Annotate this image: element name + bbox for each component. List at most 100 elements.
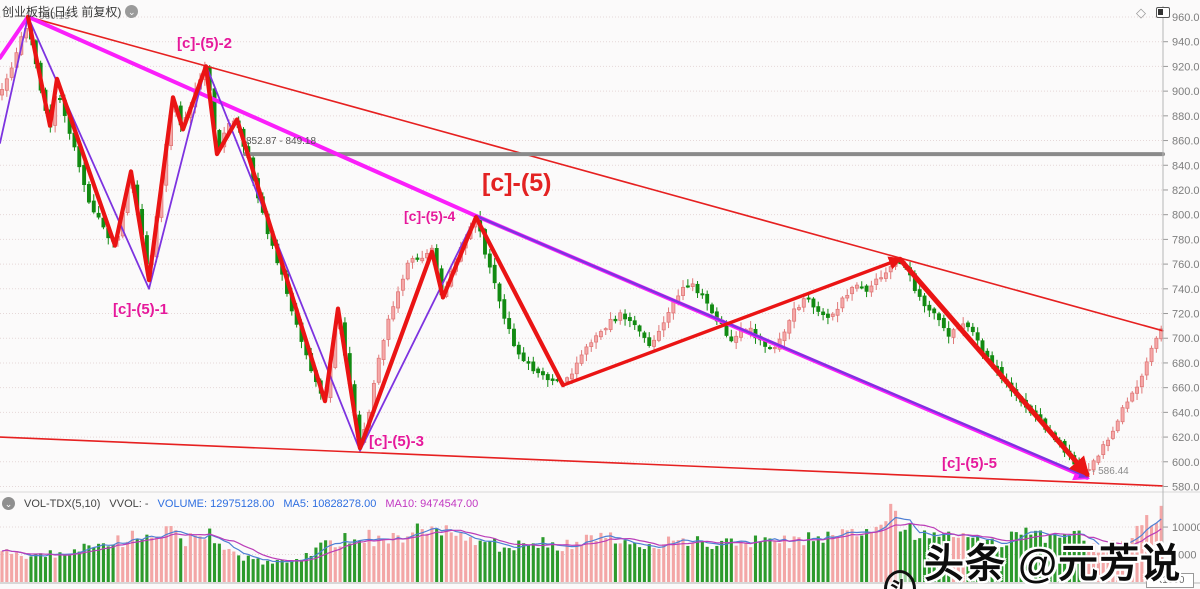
y-axis-label: 600.0 <box>1172 457 1200 469</box>
volume-bar <box>729 538 733 582</box>
volume-bar <box>155 536 159 582</box>
candle <box>405 262 410 280</box>
y-axis-label: 860.0 <box>1172 136 1200 148</box>
volume-bar <box>995 545 999 582</box>
candle <box>627 317 632 321</box>
volume-bar <box>869 532 873 582</box>
wave-label: [c]-(5)-4 <box>404 208 456 224</box>
vol-collapse-chevron-icon[interactable]: ⌄ <box>2 497 15 510</box>
volume-bar <box>802 545 806 582</box>
volume-bar <box>295 558 299 582</box>
indicator-ma5-value: MA5: 10828278.00 <box>283 497 377 510</box>
volume-bar <box>671 540 675 582</box>
volume-bar <box>681 538 685 582</box>
candle <box>531 361 536 372</box>
volume-bar <box>613 543 617 582</box>
volume-bar <box>1096 552 1100 582</box>
candle <box>932 308 937 314</box>
y-axis-label: 620.0 <box>1172 432 1200 444</box>
volume-bar <box>82 543 86 582</box>
candle <box>970 326 975 333</box>
chart-title: 创业板指(日线 前复权) <box>2 5 122 19</box>
volume-bar <box>884 521 888 582</box>
y-axis-label: 720.0 <box>1172 309 1200 321</box>
candle <box>710 304 714 314</box>
collapse-chevron-icon[interactable]: ⌄ <box>125 5 139 18</box>
volume-bar <box>551 542 555 582</box>
wave-label: [c]-(5)-1 <box>113 301 168 318</box>
candle <box>420 257 425 262</box>
volume-bar <box>444 525 448 582</box>
volume-bar <box>285 562 289 582</box>
candle <box>589 342 594 347</box>
candle <box>512 328 516 347</box>
volume-bar <box>778 543 782 582</box>
volume-bar <box>232 551 236 582</box>
volume-bar <box>367 529 371 582</box>
panel-layout-icon[interactable] <box>1156 7 1170 18</box>
volume-bar <box>174 530 178 582</box>
candle <box>550 378 555 381</box>
wave-label: [c]-(5)-3 <box>369 433 424 450</box>
volume-bar <box>449 532 453 582</box>
candle <box>1106 439 1111 447</box>
indicator-volume-value: VOLUME: 12975128.00 <box>157 497 275 510</box>
wave-label: [c]-(5)-2 <box>177 35 232 52</box>
candle <box>652 339 656 347</box>
volume-bar <box>580 545 584 582</box>
candle <box>642 332 647 338</box>
volume-bar <box>787 548 791 582</box>
candle <box>869 285 874 293</box>
trendlines-layer <box>0 14 1165 487</box>
candle <box>966 322 970 328</box>
volume-bar <box>927 538 931 582</box>
volume-bar <box>976 536 980 582</box>
candle <box>922 295 927 307</box>
volume-bar <box>97 543 101 582</box>
volume-bar <box>150 537 154 582</box>
volume-bar <box>193 535 197 582</box>
volume-bar <box>546 547 550 582</box>
purple-wave-line <box>0 15 477 452</box>
candle <box>695 283 700 294</box>
volume-bar <box>39 553 43 582</box>
candle <box>410 258 415 263</box>
diamond-icon[interactable]: ◇ <box>1136 5 1146 20</box>
candle <box>541 371 545 376</box>
volume-bar <box>304 553 308 582</box>
volume-bar <box>758 541 762 582</box>
volume-bar <box>256 558 260 582</box>
candle <box>888 266 893 273</box>
candle <box>927 304 932 311</box>
volume-bar <box>159 537 163 582</box>
volume-bar <box>560 551 564 582</box>
volume-bar <box>222 549 226 582</box>
volume-bar <box>816 536 820 582</box>
candle <box>618 312 623 321</box>
y-axis-label: 960.0 <box>1172 12 1200 24</box>
volume-bar <box>662 544 666 582</box>
volume-bar <box>459 532 463 582</box>
candle <box>859 286 864 289</box>
volume-bar <box>1154 523 1158 582</box>
volume-bar <box>836 537 840 582</box>
volume-bar <box>753 535 758 582</box>
candle <box>685 285 690 288</box>
volume-bar <box>251 559 255 582</box>
volume-indicator-bar: ⌄ VOL-TDX(5,10) VVOL: - VOLUME: 12975128… <box>2 497 478 510</box>
volume-bar <box>744 542 748 582</box>
volume-bar <box>937 536 941 582</box>
candle <box>4 78 9 91</box>
volume-bar <box>188 533 192 582</box>
volume-bar <box>966 537 970 582</box>
candle <box>1091 460 1096 471</box>
volume-bar <box>87 545 91 582</box>
volume-bar <box>266 560 270 582</box>
volume-bar <box>34 554 38 582</box>
red-falling-line <box>897 256 1090 478</box>
volume-bar <box>1092 543 1096 582</box>
chart-header: 创业板指(日线 前复权) ⌄ <box>2 3 139 20</box>
volume-bar <box>473 545 477 582</box>
volume-bar <box>319 542 323 582</box>
